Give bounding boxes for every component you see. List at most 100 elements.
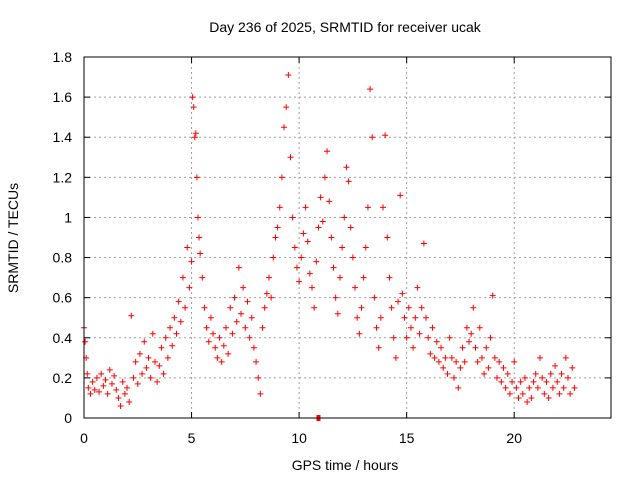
data-point: [182, 304, 189, 311]
data-point: [401, 314, 408, 321]
data-point: [384, 234, 391, 241]
data-point: [115, 394, 122, 401]
data-point: [405, 304, 412, 311]
data-point: [474, 358, 481, 365]
data-point: [126, 398, 133, 405]
data-point: [487, 334, 494, 341]
data-point: [199, 274, 206, 281]
data-point: [164, 354, 171, 361]
data-point: [521, 374, 528, 381]
data-point: [302, 204, 309, 211]
data-point: [98, 370, 105, 377]
data-point: [190, 104, 197, 111]
data-point: [191, 134, 198, 141]
data-point: [528, 394, 535, 401]
data-point: [287, 154, 294, 161]
data-point: [238, 310, 245, 317]
data-point: [468, 330, 475, 337]
data-point: [276, 204, 283, 211]
data-point: [552, 362, 559, 369]
data-point: [341, 214, 348, 221]
data-point: [102, 376, 109, 383]
data-point: [504, 370, 511, 377]
data-point: [433, 338, 440, 345]
data-points: [81, 72, 578, 409]
data-point: [481, 370, 488, 377]
data-point: [274, 224, 281, 231]
data-point: [532, 370, 539, 377]
data-point: [440, 364, 447, 371]
data-point: [231, 294, 238, 301]
y-tick-label: 0.4: [53, 330, 73, 346]
data-point: [132, 358, 139, 365]
data-point: [453, 358, 460, 365]
data-point: [179, 274, 186, 281]
data-point: [233, 318, 240, 325]
data-point: [416, 330, 423, 337]
data-point: [229, 330, 236, 337]
data-point: [537, 354, 544, 361]
data-point: [461, 358, 468, 365]
data-point: [85, 384, 92, 391]
data-point: [270, 254, 277, 261]
data-point: [496, 358, 503, 365]
x-tick-label: 10: [291, 430, 307, 446]
data-point: [121, 390, 128, 397]
data-point: [549, 384, 556, 391]
data-point: [108, 380, 115, 387]
data-point: [397, 192, 404, 199]
data-point: [311, 304, 318, 311]
data-point: [253, 358, 260, 365]
data-point: [259, 324, 266, 331]
y-tick-label: 0.8: [53, 250, 73, 266]
data-point: [315, 224, 322, 231]
data-point: [96, 388, 103, 395]
data-point: [218, 358, 225, 365]
chart-title: Day 236 of 2025, SRMTID for receiver uca…: [209, 19, 482, 35]
y-tick-label: 1.8: [53, 49, 73, 65]
data-point: [534, 384, 541, 391]
data-point: [248, 314, 255, 321]
data-point: [367, 86, 374, 93]
data-point: [412, 314, 419, 321]
data-point: [364, 204, 371, 211]
data-point: [175, 298, 182, 305]
data-point: [502, 384, 509, 391]
data-point: [186, 284, 193, 291]
data-point: [193, 174, 200, 181]
data-point: [265, 274, 272, 281]
data-point: [313, 258, 320, 265]
data-point: [339, 244, 346, 251]
data-point: [345, 178, 352, 185]
data-point: [296, 278, 303, 285]
data-point: [547, 370, 554, 377]
data-point: [160, 370, 167, 377]
y-tick-label: 0.2: [53, 370, 73, 386]
data-point: [399, 290, 406, 297]
data-point: [530, 378, 537, 385]
data-point: [571, 384, 578, 391]
data-point: [446, 334, 453, 341]
data-point: [192, 130, 199, 137]
data-point: [343, 164, 350, 171]
data-point: [225, 350, 232, 357]
data-point: [100, 382, 107, 389]
data-point: [427, 350, 434, 357]
y-tick-label: 1.6: [53, 89, 73, 105]
data-point: [455, 384, 462, 391]
data-point: [319, 218, 326, 225]
data-point: [556, 390, 563, 397]
data-point: [255, 374, 262, 381]
plot-frame: [83, 56, 612, 419]
data-point: [139, 370, 146, 377]
data-point: [309, 284, 316, 291]
data-point: [304, 238, 311, 245]
data-point: [539, 374, 546, 381]
data-point: [220, 342, 227, 349]
data-point: [162, 334, 169, 341]
data-point: [360, 274, 367, 281]
data-point: [369, 134, 376, 141]
data-point: [517, 378, 524, 385]
data-point: [136, 350, 143, 357]
